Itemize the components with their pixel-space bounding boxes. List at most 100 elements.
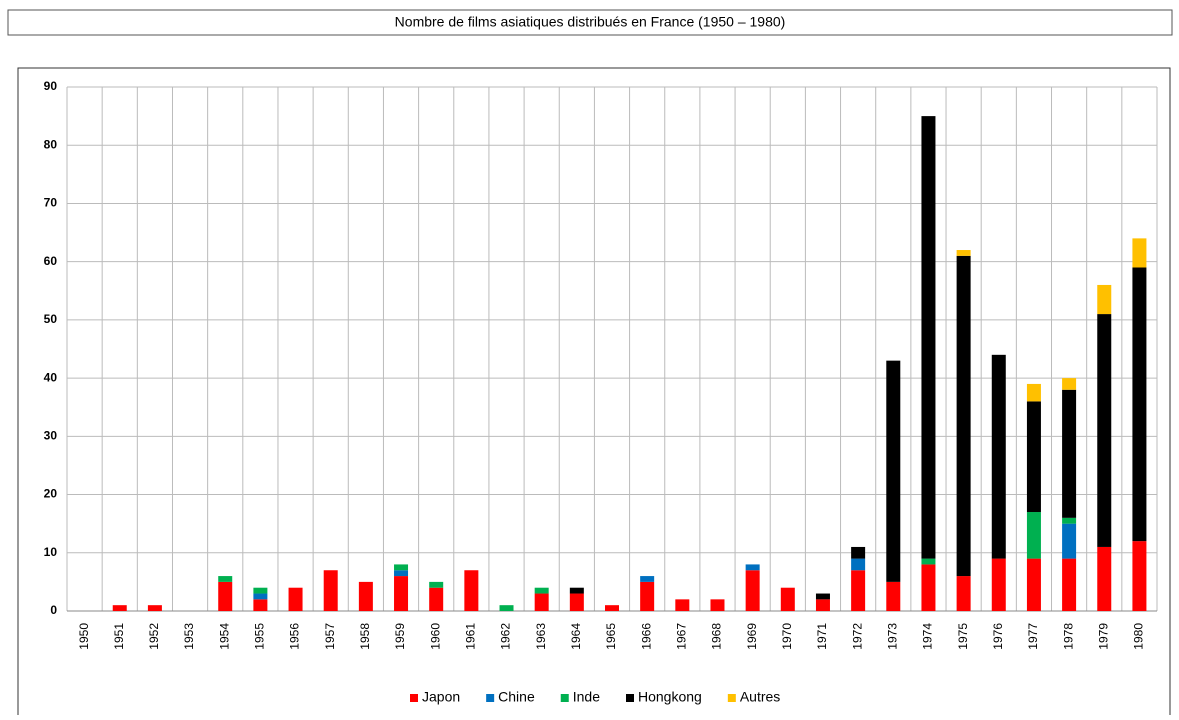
x-tick-label: 1971 (815, 623, 829, 650)
bar-segment (710, 599, 725, 611)
bar-segment (253, 593, 268, 600)
bar-segment (991, 558, 1006, 611)
bar-segment (499, 605, 514, 611)
x-tick-label: 1962 (499, 623, 513, 650)
y-tick-label: 0 (50, 603, 57, 617)
x-tick-label: 1955 (253, 623, 267, 650)
x-tick-label: 1967 (674, 623, 688, 650)
y-tick-label: 10 (44, 545, 58, 559)
bar-segment (745, 570, 760, 611)
bar-segment (1026, 512, 1041, 559)
bar-segment (956, 576, 971, 611)
y-tick-label: 80 (44, 137, 58, 151)
bar-segment (147, 605, 162, 611)
legend-label: Chine (498, 689, 535, 705)
bar-segment (1026, 401, 1041, 513)
x-tick-label: 1979 (1096, 623, 1110, 650)
bar-segment (605, 605, 619, 611)
x-tick-label: 1951 (112, 623, 126, 650)
bar-segment (218, 576, 233, 582)
bar-segment (429, 587, 444, 611)
y-tick-label: 70 (44, 196, 58, 210)
bar-segment (815, 599, 830, 611)
x-tick-label: 1966 (639, 623, 653, 650)
bar-segment (394, 570, 409, 577)
x-tick-label: 1968 (710, 623, 724, 650)
bar-segment (253, 599, 268, 611)
bar-segment (112, 605, 127, 611)
bar-segment (1062, 378, 1077, 390)
bar-segment (534, 593, 549, 611)
bar-segment (1026, 558, 1041, 611)
bar-segment (1132, 238, 1147, 268)
bar-segment (851, 558, 866, 571)
x-tick-label: 1965 (604, 623, 618, 650)
x-tick-label: 1964 (569, 623, 583, 650)
x-tick-label: 1956 (288, 623, 302, 650)
bar-segment (323, 570, 338, 611)
legend-swatch (486, 694, 495, 702)
x-tick-label: 1975 (956, 623, 970, 650)
bar-segment (851, 546, 866, 559)
bar-segment (253, 587, 268, 594)
bar-segment (851, 570, 866, 611)
bar-segment (1062, 558, 1077, 611)
legend-swatch (410, 694, 418, 702)
x-tick-label: 1963 (534, 623, 548, 650)
y-tick-label: 30 (44, 429, 58, 443)
x-tick-label: 1974 (921, 623, 935, 650)
x-tick-label: 1972 (850, 623, 864, 650)
x-tick-label: 1970 (780, 623, 794, 650)
y-tick-label: 20 (44, 487, 58, 501)
bar-segment (569, 593, 584, 611)
bar-segment (745, 564, 760, 571)
legend-swatch (626, 694, 634, 702)
bar-segment (1062, 517, 1077, 524)
legend-label: Hongkong (638, 689, 702, 705)
bar-segment (429, 581, 444, 588)
legend-label: Autres (740, 689, 780, 705)
x-tick-label: 1980 (1132, 623, 1146, 650)
x-tick-label: 1973 (885, 623, 899, 650)
x-tick-label: 1976 (991, 623, 1005, 650)
bar-segment (288, 587, 303, 611)
chart-frame (17, 67, 1171, 720)
legend-label: Japon (422, 689, 460, 705)
bar-segment (675, 599, 690, 611)
bar-segment (1026, 383, 1041, 402)
x-tick-label: 1978 (1061, 623, 1075, 650)
x-tick-label: 1957 (323, 623, 337, 650)
bar-segment (534, 587, 549, 594)
legend-swatch (560, 694, 569, 702)
bar-segment (886, 581, 901, 611)
bar-segment (1062, 523, 1077, 559)
y-tick-label: 90 (44, 79, 58, 93)
bar-segment (218, 581, 233, 611)
bar-segment (569, 587, 584, 594)
legend-label: Inde (573, 689, 600, 705)
bar-segment (956, 255, 971, 577)
bar-segment (394, 576, 409, 611)
x-tick-label: 1954 (217, 623, 231, 650)
x-tick-label: 1958 (358, 623, 372, 650)
chart-title: Nombre de films asiatiques distribués en… (395, 14, 786, 30)
x-tick-label: 1961 (464, 623, 478, 650)
y-tick-label: 60 (44, 254, 58, 268)
bar-segment (1062, 389, 1077, 518)
bar-segment (358, 581, 373, 611)
x-tick-label: 1950 (77, 623, 91, 650)
bar-segment (886, 360, 901, 582)
y-tick-label: 50 (44, 312, 58, 326)
y-tick-label: 40 (44, 370, 58, 384)
x-tick-label: 1953 (182, 623, 196, 650)
bar-segment (921, 558, 936, 565)
bar-segment (1097, 284, 1112, 315)
bar-segment (991, 354, 1006, 559)
x-tick-label: 1960 (428, 623, 442, 650)
bar-segment (780, 587, 795, 611)
x-tick-label: 1977 (1026, 623, 1040, 650)
bar-segment (640, 576, 655, 582)
bar-segment (1132, 267, 1147, 542)
bar-segment (1097, 546, 1112, 611)
